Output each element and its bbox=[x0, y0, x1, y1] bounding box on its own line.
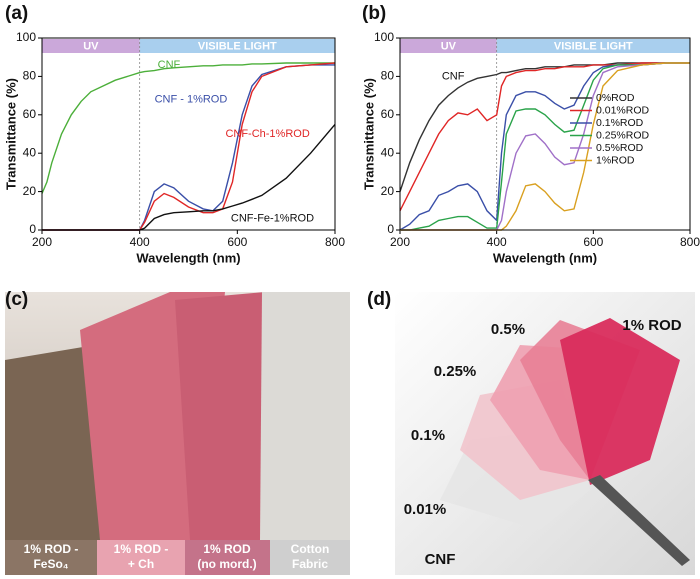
band-label: VISIBLE LIGHT bbox=[198, 40, 277, 52]
caption-box bbox=[270, 540, 350, 575]
band-label: UV bbox=[83, 40, 99, 52]
caption: 1% ROD - bbox=[114, 542, 169, 556]
x-tick-label: 800 bbox=[325, 235, 345, 249]
panel-label: (d) bbox=[367, 289, 391, 310]
film-label: 0.25% bbox=[434, 363, 477, 380]
x-tick-label: 600 bbox=[227, 235, 247, 249]
y-tick-label: 60 bbox=[381, 107, 395, 121]
y-axis-label: Transmittance (%) bbox=[361, 78, 376, 190]
legend-label: 0.25%ROD bbox=[596, 129, 650, 141]
caption: (no mord.) bbox=[197, 557, 256, 571]
annotation: CNF bbox=[442, 70, 465, 82]
caption: 1% ROD - bbox=[24, 542, 79, 556]
band bbox=[496, 39, 690, 53]
y-tick-label: 0 bbox=[387, 222, 394, 236]
y-tick-label: 40 bbox=[381, 145, 395, 159]
plot-frame bbox=[41, 37, 336, 231]
band bbox=[139, 39, 335, 53]
series-line bbox=[42, 62, 336, 231]
x-axis-label: Wavelength (nm) bbox=[136, 250, 240, 265]
tweezers bbox=[588, 475, 690, 566]
y-tick-label: 100 bbox=[16, 30, 36, 44]
x-tick-label: 200 bbox=[390, 235, 410, 249]
series-line bbox=[41, 62, 335, 194]
caption: Cotton bbox=[291, 542, 330, 556]
y-tick-label: 0 bbox=[29, 222, 36, 236]
y-tick-label: 40 bbox=[23, 145, 37, 159]
panel-label: (b) bbox=[362, 3, 386, 24]
legend-label: 0.01%ROD bbox=[596, 104, 650, 116]
series-label: CNF - 1%ROD bbox=[155, 93, 228, 105]
fabric-brown bbox=[5, 345, 100, 540]
series-line bbox=[400, 62, 690, 231]
band-label: UV bbox=[441, 40, 457, 52]
y-tick-label: 100 bbox=[374, 30, 394, 44]
panel-label: (c) bbox=[5, 289, 28, 310]
series-line bbox=[400, 62, 690, 231]
x-axis-label: Wavelength (nm) bbox=[493, 250, 597, 265]
x-tick-label: 400 bbox=[130, 235, 150, 249]
band-label: VISIBLE LIGHT bbox=[554, 40, 633, 52]
fabric-white bbox=[260, 292, 350, 540]
caption: Fabric bbox=[292, 557, 328, 571]
film bbox=[560, 318, 680, 485]
fabric-pink-dark bbox=[175, 292, 265, 540]
legend-label: 0%ROD bbox=[596, 92, 635, 104]
legend-label: 0.5%ROD bbox=[596, 142, 644, 154]
caption: + Ch bbox=[128, 557, 154, 571]
y-tick-label: 80 bbox=[381, 69, 395, 83]
y-tick-label: 80 bbox=[23, 69, 37, 83]
series-label: CNF-Fe-1%ROD bbox=[231, 212, 314, 224]
film-label: 0.1% bbox=[411, 427, 445, 444]
series-label: CNF bbox=[158, 59, 181, 71]
panel-label: (a) bbox=[5, 3, 28, 24]
film-label: 1% ROD bbox=[622, 317, 681, 334]
band bbox=[400, 39, 497, 53]
film-label: 0.5% bbox=[491, 321, 525, 338]
photo-c bbox=[5, 292, 350, 575]
x-tick-label: 200 bbox=[32, 235, 52, 249]
caption-box bbox=[97, 540, 185, 575]
y-tick-label: 60 bbox=[23, 107, 37, 121]
series-line bbox=[42, 64, 335, 231]
photo-d bbox=[395, 292, 695, 575]
y-axis-label: Transmittance (%) bbox=[3, 78, 18, 190]
legend-label: 1%ROD bbox=[596, 154, 635, 166]
y-tick-label: 20 bbox=[23, 184, 37, 198]
caption-box bbox=[185, 540, 270, 575]
band bbox=[42, 39, 140, 53]
series-line bbox=[400, 62, 690, 231]
film-label: 0.01% bbox=[404, 501, 447, 518]
x-tick-label: 400 bbox=[487, 235, 507, 249]
plot-frame bbox=[399, 37, 691, 231]
caption: FeSo₄ bbox=[33, 557, 68, 571]
series-line bbox=[399, 62, 690, 231]
series-line bbox=[399, 62, 690, 212]
x-tick-label: 800 bbox=[680, 235, 700, 249]
legend-label: 0.1%ROD bbox=[596, 117, 644, 129]
caption: 1% ROD bbox=[203, 542, 251, 556]
caption-box bbox=[5, 540, 97, 575]
x-tick-label: 600 bbox=[583, 235, 603, 249]
series-label: CNF-Ch-1%ROD bbox=[225, 128, 309, 140]
y-tick-label: 20 bbox=[381, 184, 395, 198]
film-label: CNF bbox=[425, 551, 456, 568]
